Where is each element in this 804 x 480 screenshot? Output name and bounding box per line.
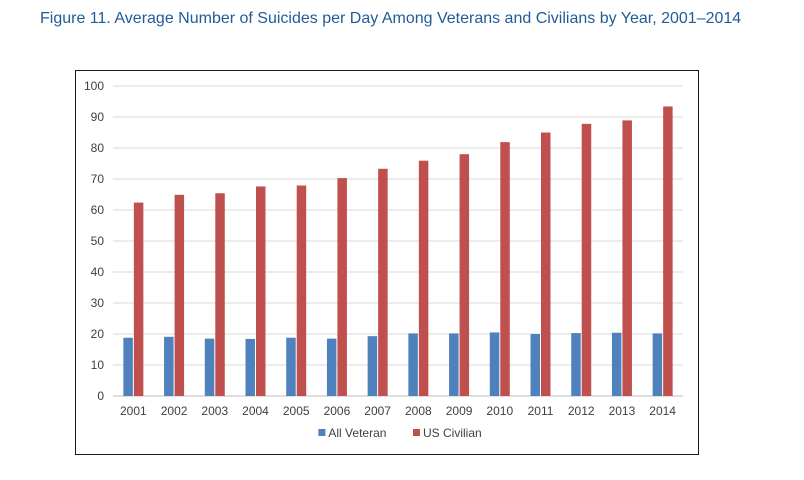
y-tick-label: 80 bbox=[91, 141, 105, 155]
bar-us-civilian-2012 bbox=[581, 123, 592, 396]
x-tick-label: 2006 bbox=[324, 404, 351, 418]
legend-swatch-all-veteran bbox=[318, 429, 326, 436]
bar-us-civilian-2002 bbox=[174, 194, 185, 396]
y-tick-label: 0 bbox=[97, 389, 104, 403]
y-tick-label: 70 bbox=[91, 172, 105, 186]
y-tick-label: 40 bbox=[91, 265, 105, 279]
x-tick-label: 2009 bbox=[446, 404, 473, 418]
bar-all-veteran-2009 bbox=[449, 333, 459, 396]
bar-us-civilian-2005 bbox=[296, 185, 307, 396]
bar-all-veteran-2014 bbox=[652, 333, 663, 396]
y-tick-label: 20 bbox=[91, 327, 105, 341]
y-tick-label: 10 bbox=[91, 358, 105, 372]
bar-us-civilian-2003 bbox=[215, 193, 225, 396]
legend-label: US Civilian bbox=[423, 426, 482, 440]
bar-us-civilian-2006 bbox=[337, 178, 347, 396]
bar-us-civilian-2010 bbox=[500, 142, 510, 396]
x-tick-label: 2010 bbox=[486, 404, 513, 418]
bar-us-civilian-2004 bbox=[256, 186, 266, 396]
bar-all-veteran-2010 bbox=[489, 332, 500, 396]
bar-us-civilian-2011 bbox=[541, 132, 551, 396]
y-axis-ticks: 0 10 20 30 40 50 60 70 80 90 100 bbox=[84, 79, 104, 403]
bar-all-veteran-2012 bbox=[571, 333, 581, 396]
bar-all-veteran-2001 bbox=[123, 337, 133, 396]
x-axis-ticks: 2001 2002 2003 2004 2005 2006 2007 2008 2009 2010… bbox=[120, 404, 676, 418]
bar-all-veteran-2007 bbox=[367, 336, 378, 396]
x-tick-label: 2005 bbox=[283, 404, 310, 418]
x-tick-label: 2007 bbox=[364, 404, 391, 418]
bars bbox=[123, 106, 673, 397]
gridlines bbox=[113, 85, 683, 397]
figure-title: Figure 11. Average Number of Suicides pe… bbox=[40, 10, 742, 27]
chart-frame: 0 10 20 30 40 50 60 70 80 90 100 2001 2002 2003 2004 2… bbox=[75, 70, 699, 455]
x-tick-label: 2004 bbox=[242, 404, 269, 418]
bar-us-civilian-2013 bbox=[622, 120, 632, 396]
y-tick-label: 50 bbox=[91, 234, 105, 248]
y-tick-label: 30 bbox=[91, 296, 105, 310]
bar-all-veteran-2008 bbox=[408, 333, 418, 396]
x-tick-label: 2008 bbox=[405, 404, 432, 418]
x-tick-label: 2012 bbox=[568, 404, 595, 418]
x-tick-label: 2013 bbox=[609, 404, 636, 418]
bar-all-veteran-2011 bbox=[530, 334, 540, 396]
bar-us-civilian-2007 bbox=[378, 168, 388, 396]
bar-all-veteran-2003 bbox=[204, 338, 215, 396]
x-tick-label: 2011 bbox=[528, 404, 554, 418]
x-tick-label: 2014 bbox=[649, 404, 676, 418]
x-tick-label: 2001 bbox=[120, 404, 147, 418]
bar-all-veteran-2004 bbox=[245, 338, 255, 396]
legend-swatch-us-civilian bbox=[413, 429, 420, 436]
y-tick-label: 90 bbox=[91, 110, 105, 124]
bar-us-civilian-2001 bbox=[133, 202, 144, 396]
legend: All Veteran US Civilian bbox=[318, 426, 482, 440]
bar-us-civilian-2009 bbox=[459, 154, 470, 396]
y-tick-label: 100 bbox=[84, 79, 104, 93]
bar-all-veteran-2005 bbox=[286, 337, 296, 396]
bar-us-civilian-2008 bbox=[418, 160, 429, 396]
x-tick-label: 2003 bbox=[201, 404, 228, 418]
bar-all-veteran-2013 bbox=[611, 332, 622, 396]
legend-label: All Veteran bbox=[328, 426, 386, 440]
bar-all-veteran-2006 bbox=[326, 338, 337, 396]
y-tick-label: 60 bbox=[91, 203, 105, 217]
bar-us-civilian-2014 bbox=[663, 106, 673, 397]
x-tick-label: 2002 bbox=[161, 404, 188, 418]
bar-all-veteran-2002 bbox=[164, 336, 174, 396]
